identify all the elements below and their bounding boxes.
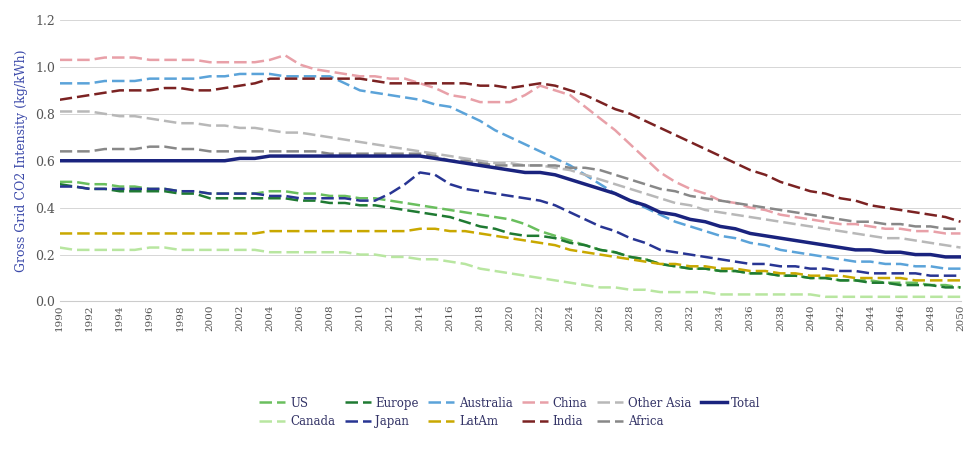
Y-axis label: Gross Grid CO2 Intensity (kg/kWh): Gross Grid CO2 Intensity (kg/kWh) <box>15 50 28 272</box>
Legend: US, Canada, Europe, Japan, Australia, LatAm, China, India, Other Asia, Africa, T: US, Canada, Europe, Japan, Australia, La… <box>255 392 765 433</box>
